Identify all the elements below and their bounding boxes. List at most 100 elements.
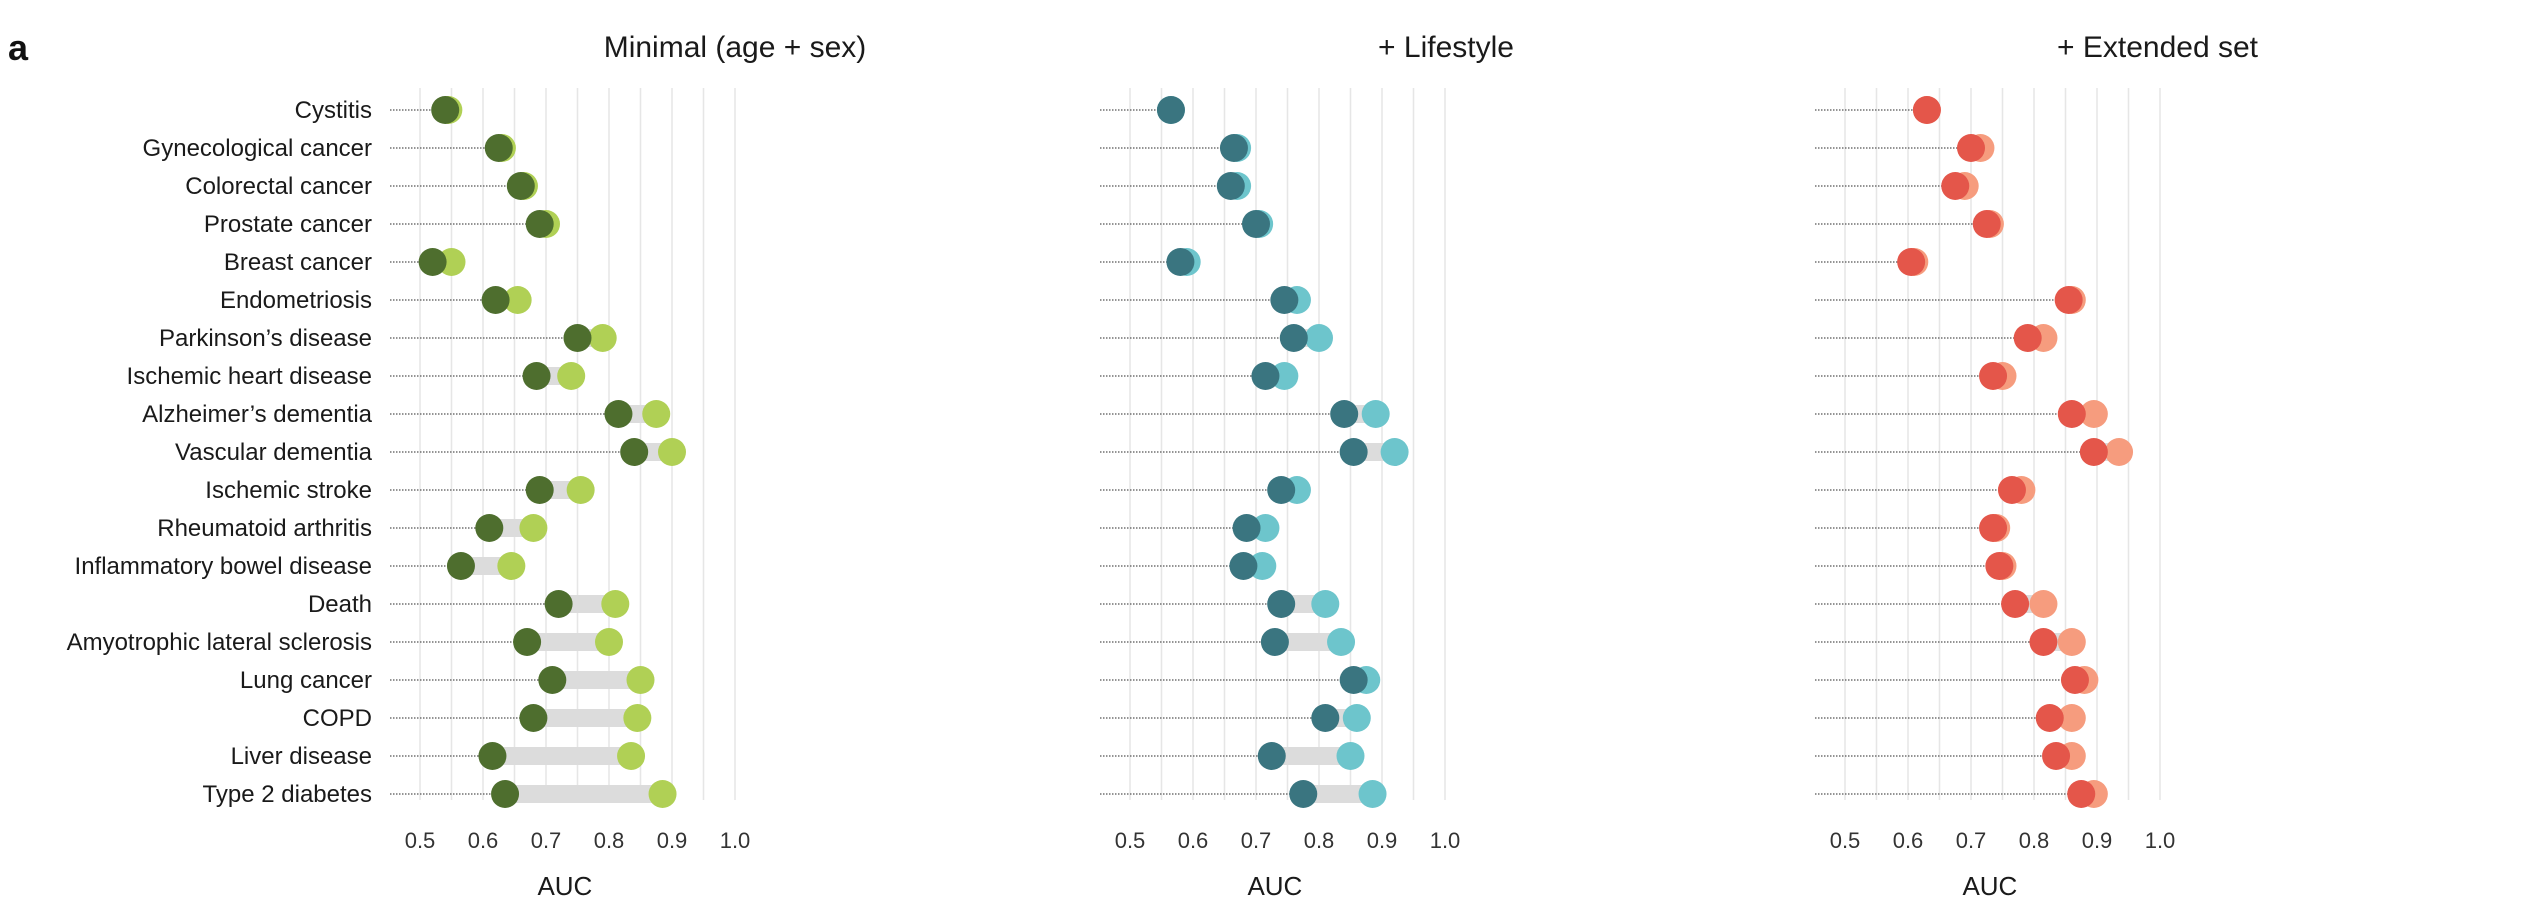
- panel-1-point-low: [519, 704, 548, 732]
- panel-2-point-low: [1166, 248, 1195, 276]
- panel-1-point-low: [481, 286, 510, 314]
- panel-3-point-low: [1957, 134, 1985, 162]
- panel-3-point-low: [2067, 780, 2096, 808]
- panel-3-point-low: [1912, 96, 1941, 124]
- category-label-copd: COPD: [303, 705, 372, 732]
- panel-2-point-low: [1257, 742, 1286, 770]
- panel-2-point-low: [1339, 438, 1368, 466]
- panel-3-point-low: [1941, 172, 1970, 200]
- panel-3-point-low: [2060, 666, 2089, 694]
- panel-1-point-low: [491, 780, 520, 808]
- panel-3-point-low: [2079, 438, 2108, 466]
- panel-2-point-low: [1242, 210, 1270, 238]
- panel-3-point-low: [2029, 628, 2058, 656]
- category-label-rheumatoid-arthritis: Rheumatoid arthritis: [157, 515, 372, 542]
- panel-3-tick-label: 0.7: [1956, 828, 1987, 853]
- panel-2-point-low: [1330, 400, 1359, 428]
- panel-1-point-low: [506, 172, 535, 200]
- panel-2-point-low: [1216, 172, 1245, 200]
- panel-3-point-low: [1997, 476, 2026, 504]
- panel-2-point-high: [1336, 742, 1365, 770]
- panel-3-point-low: [1985, 552, 2014, 580]
- panel-2-point-low: [1229, 552, 1258, 580]
- panel-2-tick-label: 0.7: [1241, 828, 1272, 853]
- category-label-inflammatory-bowel-disease: Inflammatory bowel disease: [75, 553, 372, 580]
- panel-3-point-high: [2105, 438, 2134, 466]
- panel-1-tick-label: 0.8: [594, 828, 625, 853]
- category-label-parkinson-s-disease: Parkinson’s disease: [159, 325, 372, 352]
- category-label-ischemic-heart-disease: Ischemic heart disease: [127, 363, 372, 390]
- panel-1-point-high: [617, 742, 646, 770]
- panel-2-point-high: [1311, 590, 1340, 618]
- panel-2-tick-label: 0.9: [1367, 828, 1398, 853]
- panel-2-x-axis-label: AUC: [1247, 871, 1302, 901]
- panel-1-point-low: [563, 324, 592, 352]
- panel-3-point-low: [2035, 704, 2064, 732]
- panel-1-tick-label: 0.9: [657, 828, 688, 853]
- panel-3-point-low: [2013, 324, 2042, 352]
- panel-2-point-low: [1279, 324, 1308, 352]
- panel-1-point-low: [620, 438, 649, 466]
- panel-2-point-high: [1380, 438, 1409, 466]
- panel-1-point-low: [431, 96, 460, 124]
- panel-1-point-high: [623, 704, 652, 732]
- panel-3-point-low: [1979, 362, 2008, 390]
- category-label-ischemic-stroke: Ischemic stroke: [205, 477, 372, 504]
- panel-2-point-low: [1156, 96, 1185, 124]
- category-label-type-2-diabetes: Type 2 diabetes: [203, 781, 372, 808]
- category-label-lung-cancer: Lung cancer: [240, 667, 372, 694]
- category-label-endometriosis: Endometriosis: [220, 287, 372, 314]
- panel-3-point-low: [1897, 248, 1926, 276]
- panel-2-point-low: [1270, 286, 1299, 314]
- panel-1-point-low: [522, 362, 551, 390]
- panel-3-point-low: [2001, 590, 2030, 618]
- panel-1-point-low: [525, 210, 554, 238]
- panel-1-point-low: [604, 400, 633, 428]
- panel-1-point-low: [478, 742, 507, 770]
- panel-1-point-low: [525, 476, 554, 504]
- panel-1-point-high: [595, 628, 623, 656]
- panel-1-point-high: [503, 286, 532, 314]
- panel-3-point-low: [2057, 400, 2086, 428]
- panel-1-point-high: [658, 438, 686, 466]
- panel-1-point-low: [446, 552, 475, 580]
- panel-1-x-axis-label: AUC: [537, 871, 592, 901]
- panel-1-point-low: [538, 666, 567, 694]
- panel-2-point-high: [1361, 400, 1390, 428]
- category-label-alzheimer-s-dementia: Alzheimer’s dementia: [142, 401, 373, 428]
- panel-2-tick-label: 0.5: [1115, 828, 1146, 853]
- panel-2-point-low: [1267, 590, 1296, 618]
- panel-1-point-high: [626, 666, 655, 694]
- panel-1-point-high: [642, 400, 671, 428]
- panel-3-point-high: [2079, 400, 2108, 428]
- category-label-prostate-cancer: Prostate cancer: [204, 211, 372, 238]
- panel-1-point-high: [588, 324, 617, 352]
- category-label-gynecological-cancer: Gynecological cancer: [143, 135, 372, 162]
- panel-2-point-low: [1339, 666, 1368, 694]
- panel-2-point-low: [1232, 514, 1261, 542]
- panel-2-tick-label: 0.8: [1304, 828, 1335, 853]
- panel-3-title: + Extended set: [2057, 31, 2259, 64]
- panel-2-title: + Lifestyle: [1378, 31, 1514, 64]
- panel-1-point-high: [601, 590, 630, 618]
- panel-1-point-high: [566, 476, 595, 504]
- category-label-amyotrophic-lateral-sclerosis: Amyotrophic lateral sclerosis: [67, 629, 372, 656]
- panel-2-tick-label: 1.0: [1430, 828, 1461, 853]
- panel-1-tick-label: 0.6: [468, 828, 499, 853]
- panel-1-tick-label: 0.5: [405, 828, 436, 853]
- category-label-liver-disease: Liver disease: [231, 743, 372, 770]
- panel-3-point-low: [2042, 742, 2071, 770]
- panel-2-point-high: [1358, 780, 1387, 808]
- panel-2-tick-label: 0.6: [1178, 828, 1209, 853]
- panel-1-point-high: [497, 552, 526, 580]
- panel-3-point-low: [2054, 286, 2083, 314]
- panel-2-point-low: [1311, 704, 1340, 732]
- panel-2-point-high: [1342, 704, 1371, 732]
- panel-3-point-high: [2057, 704, 2086, 732]
- panel-1-point-low: [544, 590, 573, 618]
- category-label-cystitis: Cystitis: [295, 97, 372, 124]
- panel-2-point-high: [1305, 324, 1333, 352]
- panel-1-point-high: [557, 362, 586, 390]
- panel-1-point-low: [484, 134, 513, 162]
